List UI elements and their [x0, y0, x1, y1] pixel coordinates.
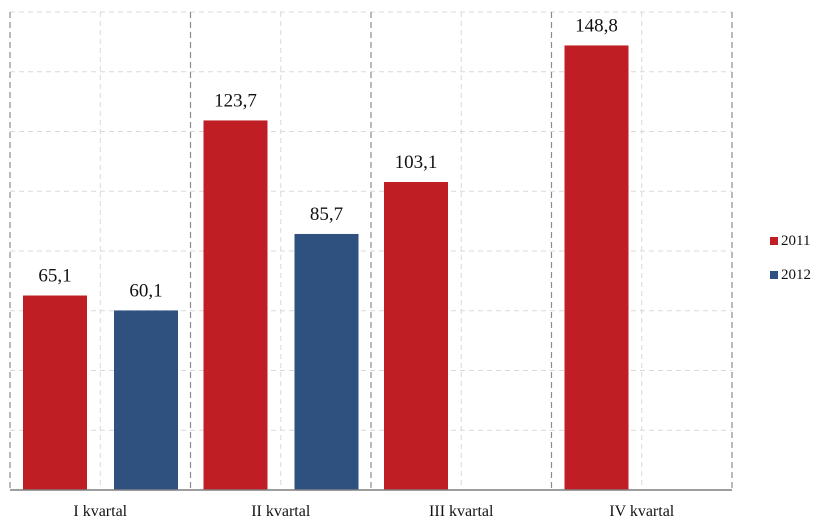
legend: 2011 2012	[770, 232, 811, 302]
value-label-2011-3: 103,1	[395, 152, 438, 173]
value-label-2011-4: 148,8	[575, 15, 618, 36]
x-tick-label: I kvartal	[73, 503, 127, 520]
bar-2011-3	[384, 181, 448, 490]
value-labels: 65,1 123,7 103,1 148,8 60,1 85,7	[38, 15, 618, 301]
bars	[23, 45, 629, 491]
bar-2012-1	[114, 310, 178, 490]
x-tick-label: IV kvartal	[609, 503, 675, 520]
x-axis: I kvartal II kvartal III kvartal IV kvartal	[10, 489, 732, 520]
bar-2011-1	[23, 295, 87, 490]
legend-item-2012: 2012	[770, 266, 811, 283]
x-tick-label: II kvartal	[251, 503, 311, 520]
legend-item-2011: 2011	[770, 232, 811, 249]
grid-lines	[9, 11, 733, 490]
legend-swatch-2012	[770, 271, 778, 279]
bar-2012-2	[294, 233, 359, 490]
legend-label-2012: 2012	[781, 266, 811, 283]
value-label-2012-2: 85,7	[310, 204, 343, 225]
legend-swatch-2011	[770, 237, 778, 245]
legend-label-2011: 2011	[781, 232, 811, 249]
bar-2011-4	[564, 45, 629, 491]
value-label-2011-2: 123,7	[214, 90, 257, 111]
value-label-2011-1: 65,1	[38, 266, 71, 287]
bar-2011-2	[203, 120, 268, 490]
x-tick-label: III kvartal	[429, 503, 494, 520]
value-label-2012-1: 60,1	[129, 280, 162, 301]
